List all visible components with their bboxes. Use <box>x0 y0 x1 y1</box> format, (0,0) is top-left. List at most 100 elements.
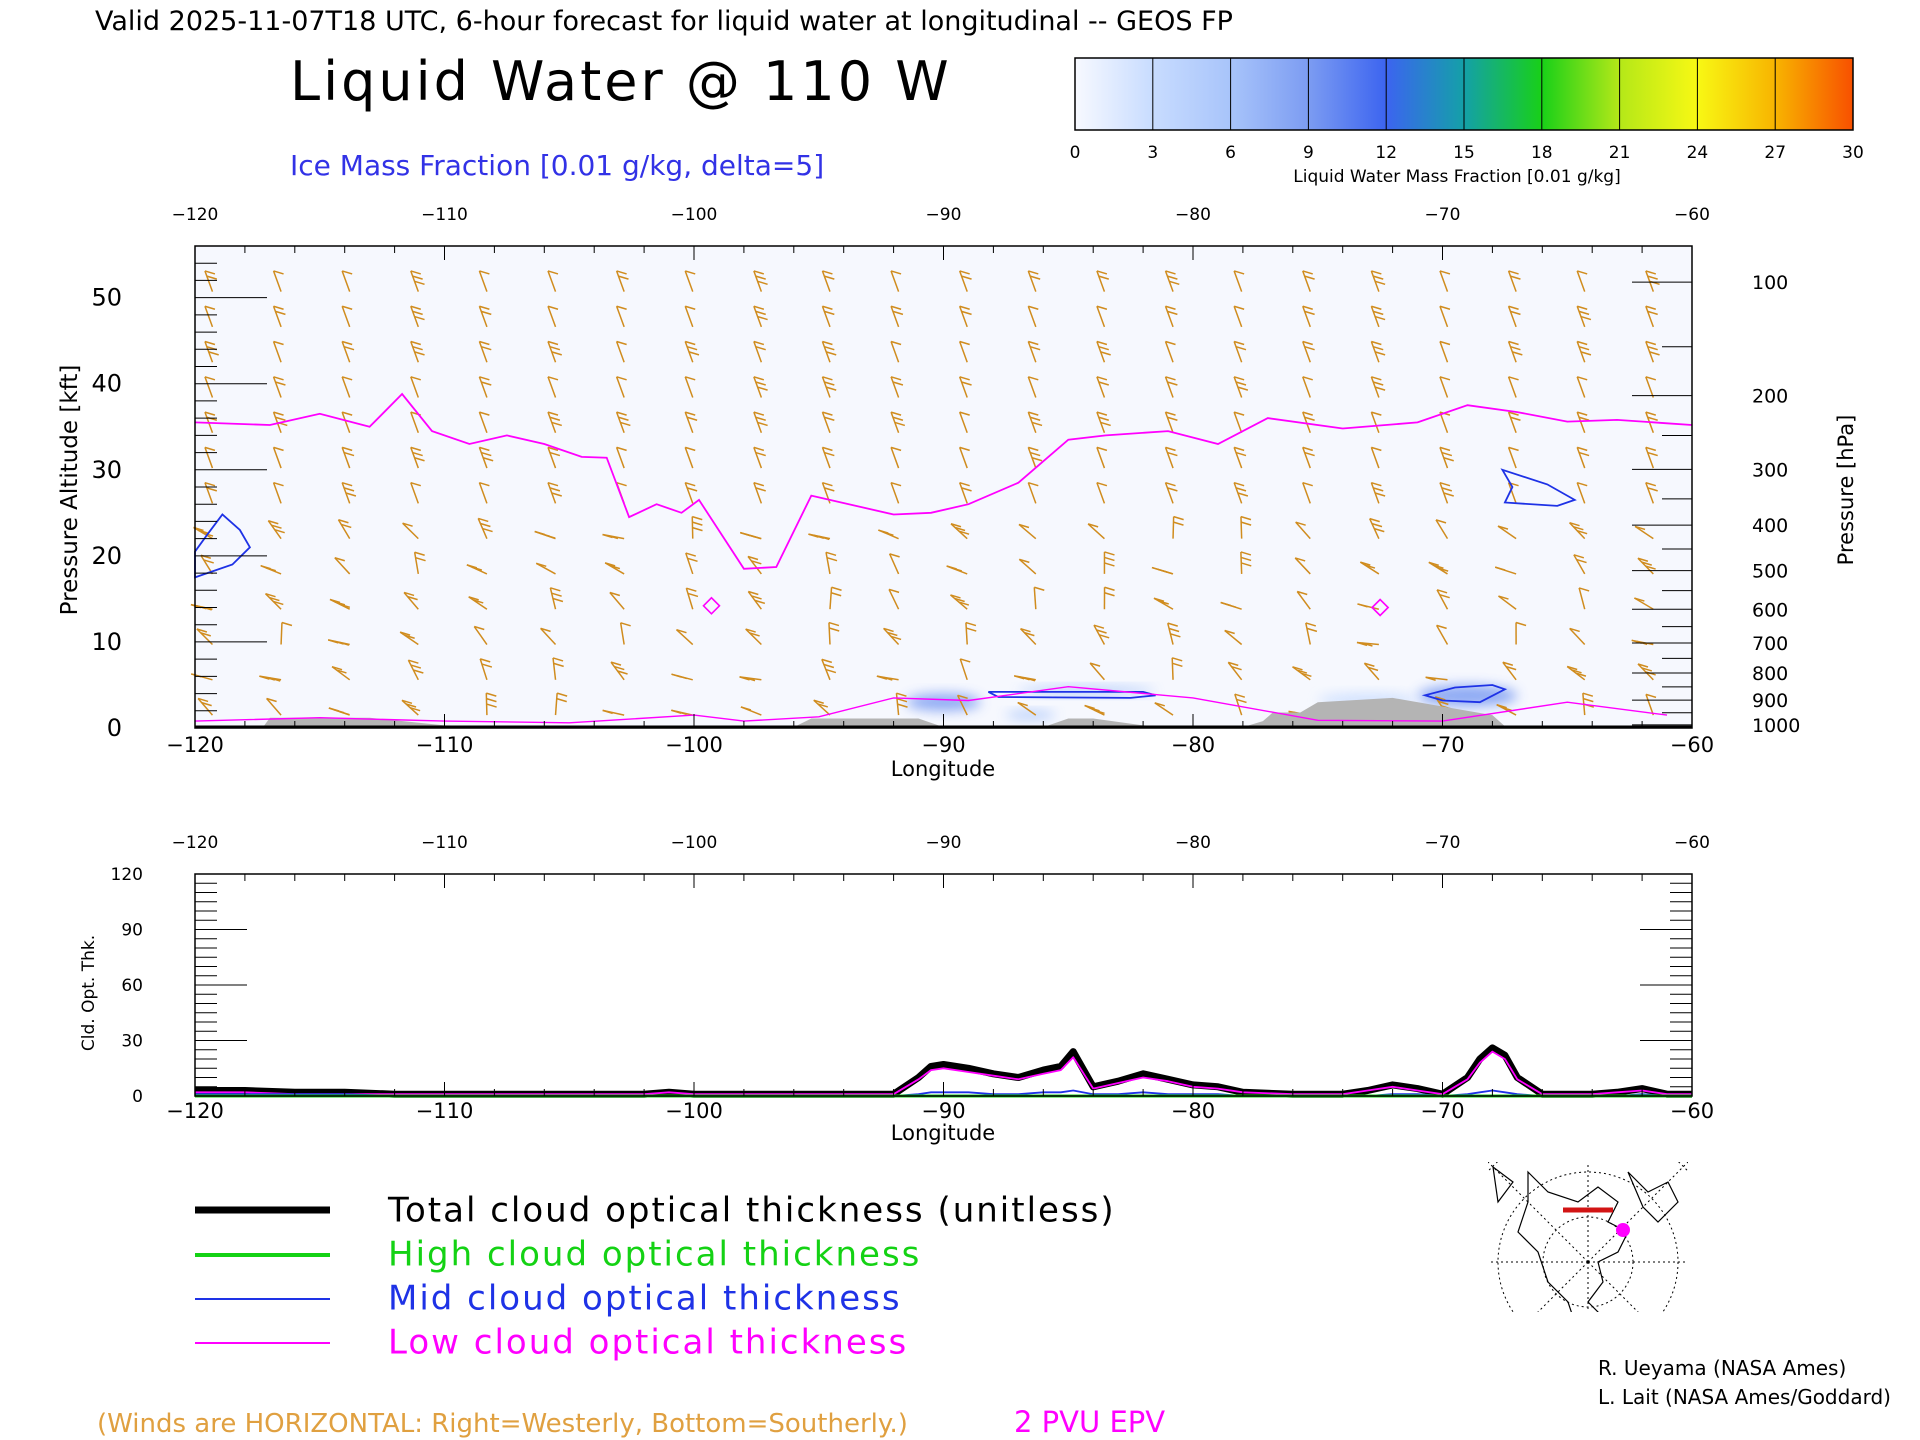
y-tick-label: 30 <box>121 1032 143 1052</box>
wind-barb <box>410 270 425 292</box>
wind-barb <box>958 411 970 434</box>
x-tick-label: −120 <box>166 733 224 757</box>
wind-barb <box>821 658 837 681</box>
wind-barb <box>1370 411 1382 434</box>
wind-barb <box>1096 270 1109 292</box>
wind-barb <box>549 587 564 610</box>
wind-barb <box>266 697 282 716</box>
wind-barb <box>684 446 696 469</box>
wind-barb <box>1240 551 1252 574</box>
wind-barb <box>478 376 492 398</box>
wind-barb <box>1096 481 1108 504</box>
wind-barb <box>1576 481 1588 504</box>
legend: Total cloud optical thickness (unitless)… <box>195 1191 1114 1363</box>
y-tick-label: 90 <box>121 921 143 941</box>
wind-barb <box>619 622 631 645</box>
wind-barb <box>341 340 355 363</box>
wind-barb <box>1164 305 1178 328</box>
wind-barb <box>547 411 562 434</box>
colorbar-tick-label: 3 <box>1147 143 1158 163</box>
wind-barb <box>890 411 906 434</box>
wind-barb <box>1027 411 1043 434</box>
wind-barb <box>1637 557 1656 575</box>
wind-barb <box>739 676 762 682</box>
wind-barb <box>821 340 837 363</box>
wind-barb <box>547 340 562 363</box>
epv-loop <box>1370 598 1390 617</box>
wind-barb <box>410 481 421 504</box>
polar-map-icon <box>1488 1162 1688 1312</box>
wind-barb <box>1164 446 1178 469</box>
wind-barb <box>876 675 899 681</box>
x-tick-label: −110 <box>416 1099 474 1123</box>
wind-barb <box>341 481 357 504</box>
wind-barb <box>1103 551 1115 574</box>
wind-barb <box>1017 701 1037 716</box>
wind-barb <box>1370 446 1382 469</box>
wind-barb <box>740 706 762 716</box>
x-tick-label: −80 <box>1171 1099 1215 1123</box>
wind-barb <box>1096 446 1108 469</box>
wind-barb <box>1439 446 1454 469</box>
wind-barb <box>609 591 625 610</box>
wind-barb <box>1576 305 1592 328</box>
wind-barb <box>407 659 424 681</box>
wind-barb <box>615 411 631 434</box>
wind-barb <box>554 692 568 716</box>
wind-barb <box>1576 340 1592 363</box>
wind-barb <box>478 340 492 363</box>
x-tick-label-top: −100 <box>671 833 718 853</box>
wind-barb <box>747 555 762 575</box>
y-tick-label: 0 <box>132 1087 143 1107</box>
wind-barb <box>1233 481 1249 504</box>
x-tick-label: −90 <box>921 733 965 757</box>
wind-barb <box>890 481 902 504</box>
ice-mass-label: Ice Mass Fraction [0.01 g/kg, delta=5] <box>290 149 824 182</box>
wind-barb <box>1494 566 1517 575</box>
wind-barb <box>671 673 693 681</box>
wind-barb <box>403 591 419 610</box>
wind-barb <box>1027 376 1039 398</box>
wind-barb <box>478 270 490 292</box>
wind-barb <box>958 481 972 504</box>
wind-barb <box>890 305 904 328</box>
wind-barb <box>1233 411 1245 434</box>
wind-barb <box>1018 523 1037 540</box>
bottom-x-axis-label: Longitude <box>891 1121 995 1145</box>
wind-barb <box>1428 561 1449 575</box>
wind-barb <box>413 551 426 575</box>
wind-barb <box>1370 270 1386 292</box>
bottom-y-axis-label: Cld. Opt. Thk. <box>79 935 99 1051</box>
x-tick-label-top: −80 <box>1175 205 1211 225</box>
x-tick-label-top: −100 <box>671 205 718 225</box>
wind-barb <box>410 376 421 398</box>
legend-label-mid: Mid cloud optical thickness <box>388 1279 902 1319</box>
wind-barb <box>1569 521 1588 540</box>
wind-barb <box>890 270 902 292</box>
wind-barb <box>204 270 218 292</box>
main-y-axis-label: Pressure Altitude [kft] <box>57 365 83 616</box>
wind-barb <box>684 481 698 504</box>
wind-barb <box>671 709 693 716</box>
wind-barb <box>1507 340 1523 363</box>
x-tick-label: −70 <box>1420 733 1464 757</box>
colorbar-tick-label: 12 <box>1375 143 1397 163</box>
wind-barb <box>341 446 355 469</box>
wind-barb <box>1576 411 1590 434</box>
wind-barb <box>478 305 492 328</box>
colorbar-tick-label: 15 <box>1453 143 1475 163</box>
page-title: Liquid Water @ 110 W <box>290 50 952 113</box>
main-y2-axis-label: Pressure [hPa] <box>1834 415 1858 566</box>
wind-barb <box>1302 481 1313 504</box>
wind-barb <box>888 588 900 610</box>
wind-barb <box>1234 693 1247 716</box>
wind-barb <box>1220 601 1242 610</box>
wind-barb <box>615 376 627 398</box>
wind-barb <box>1645 340 1660 363</box>
wind-barb <box>950 523 970 540</box>
wind-barb <box>1369 517 1385 539</box>
colorbar-tick-label: 18 <box>1531 143 1553 163</box>
wind-barb <box>1357 603 1380 610</box>
wind-barb <box>1356 641 1379 647</box>
credit-line-2: L. Lait (NASA Ames/Goddard) <box>1598 1385 1891 1409</box>
